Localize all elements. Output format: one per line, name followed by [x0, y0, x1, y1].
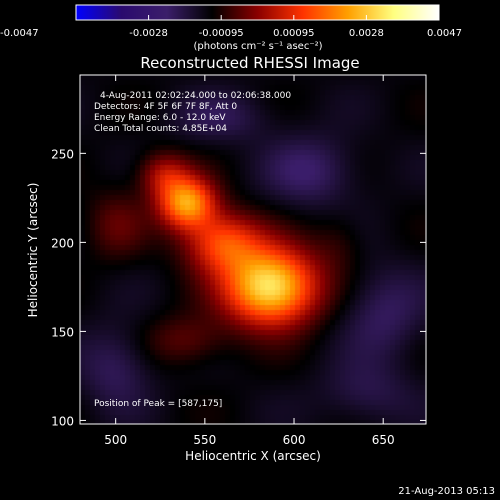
- colorbar-units-label: (photons cm⁻² s⁻¹ asec⁻²): [193, 41, 322, 52]
- y-tick-label: 100: [51, 414, 74, 428]
- x-axis-ticks: 500 550 600 650: [104, 75, 395, 447]
- info-detectors: Detectors: 4F 5F 6F 7F 8F, Att 0: [94, 102, 237, 112]
- heatmap-canvas: [80, 75, 426, 424]
- info-time-range: 4-Aug-2011 02:02:24.000 to 02:06:38.000: [100, 91, 291, 101]
- x-tick-label: 500: [104, 433, 127, 447]
- plot-area: 500 550 600 650 100 150 200 250: [51, 74, 427, 447]
- colorbar-tick-label: 0.0047: [427, 28, 462, 39]
- x-tick-label: 650: [372, 433, 395, 447]
- y-tick-label: 200: [51, 236, 74, 250]
- y-tick-label: 150: [51, 325, 74, 339]
- colorbar-gradient: [76, 5, 439, 20]
- chart-title: Reconstructed RHESSI Image: [140, 54, 359, 72]
- info-clean: Clean Total counts: 4.85E+04: [94, 124, 227, 134]
- info-energy: Energy Range: 6.0 - 12.0 keV: [94, 113, 226, 123]
- colorbar-frame: [75, 4, 440, 21]
- y-axis-ticks: 100 150 200 250: [51, 147, 426, 428]
- x-tick-label: 550: [193, 433, 216, 447]
- plot-frame: [79, 74, 427, 425]
- y-tick-label: 250: [51, 147, 74, 161]
- x-axis-label: Heliocentric X (arcsec): [185, 449, 321, 463]
- footer-date: 21-Aug-2013 05:13: [398, 486, 495, 497]
- y-axis-label: Heliocentric Y (arcsec): [26, 183, 40, 318]
- colorbar-tick-label: -0.0028: [129, 28, 168, 39]
- colorbar: -0.0047 -0.0028 -0.00095 0.00095 0.0028 0.004…: [0, 4, 462, 52]
- x-tick-label: 600: [283, 433, 306, 447]
- colorbar-tick-label: -0.0047: [0, 28, 39, 39]
- colorbar-tick-label: 0.00095: [273, 28, 314, 39]
- colorbar-ticks: -0.0047 -0.0028 -0.00095 0.00095 0.0028 0.004…: [0, 15, 462, 39]
- colorbar-tick-label: 0.0028: [349, 28, 384, 39]
- info-block: 4-Aug-2011 02:02:24.000 to 02:06:38.000 …: [94, 91, 291, 409]
- info-peak-position: Position of Peak = [587,175]: [94, 399, 222, 409]
- colorbar-tick-label: -0.00095: [199, 28, 244, 39]
